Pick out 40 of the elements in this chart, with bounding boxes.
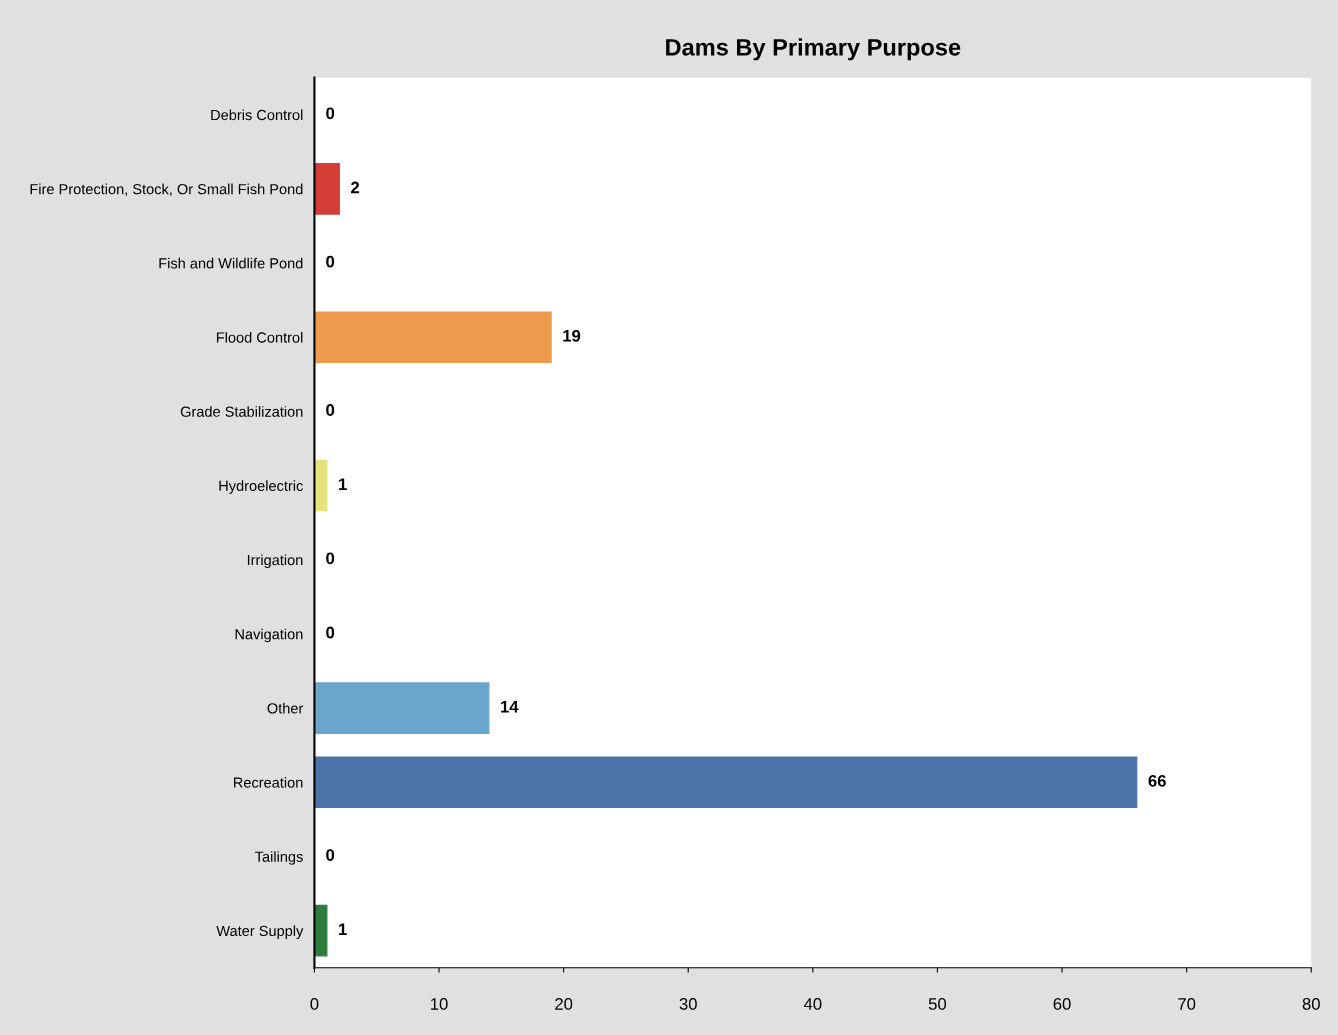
y-tick-label: Fish and Wildlife Pond: [159, 257, 303, 269]
y-tick-label: Fire Protection, Stock, Or Small Fish Pond: [30, 183, 303, 197]
y-tick-label: Flood Control: [216, 331, 303, 343]
data-label: 14: [501, 700, 519, 713]
x-tick-label: 80: [1302, 998, 1320, 1010]
bar: [314, 904, 328, 957]
y-tick-label: Debris Control: [211, 109, 303, 121]
chart-title: Dams By Primary Purpose: [666, 38, 961, 61]
data-label: 0: [326, 107, 335, 120]
data-label: 0: [326, 404, 335, 416]
x-tick-label: 70: [1178, 998, 1196, 1010]
bar: [314, 311, 552, 364]
bar: [314, 163, 340, 215]
x-tick-label: 40: [803, 998, 822, 1010]
x-tick-label: 0: [310, 998, 319, 1010]
bar: [314, 459, 328, 512]
y-tick-label: Recreation: [234, 777, 303, 788]
data-label: 66: [1148, 774, 1166, 787]
x-tick-label: 30: [679, 998, 697, 1010]
x-tick-label: 20: [555, 998, 573, 1010]
data-label: 0: [326, 255, 335, 268]
data-label: 2: [351, 181, 360, 194]
x-tick-label: 60: [1053, 998, 1071, 1010]
bar: [314, 682, 490, 734]
x-tick-label: 50: [928, 998, 947, 1010]
data-label: 0: [326, 849, 335, 861]
y-tick-label: Grade Stabilization: [180, 406, 303, 417]
y-tick-label: Navigation: [235, 628, 303, 643]
y-tick-label: Irrigation: [247, 554, 303, 569]
bar: [314, 756, 1138, 809]
data-label: 0: [326, 552, 335, 565]
y-tick-label: Other: [267, 702, 304, 714]
data-label: 1: [339, 923, 347, 935]
y-tick-label: Water Supply: [216, 925, 304, 939]
data-label: 19: [563, 329, 581, 342]
y-tick-label: Tailings: [255, 851, 303, 865]
x-tick-label: 10: [431, 998, 448, 1010]
data-label: 1: [339, 478, 347, 490]
data-label: 0: [326, 626, 335, 639]
y-tick-label: Hydroelectric: [219, 480, 303, 494]
